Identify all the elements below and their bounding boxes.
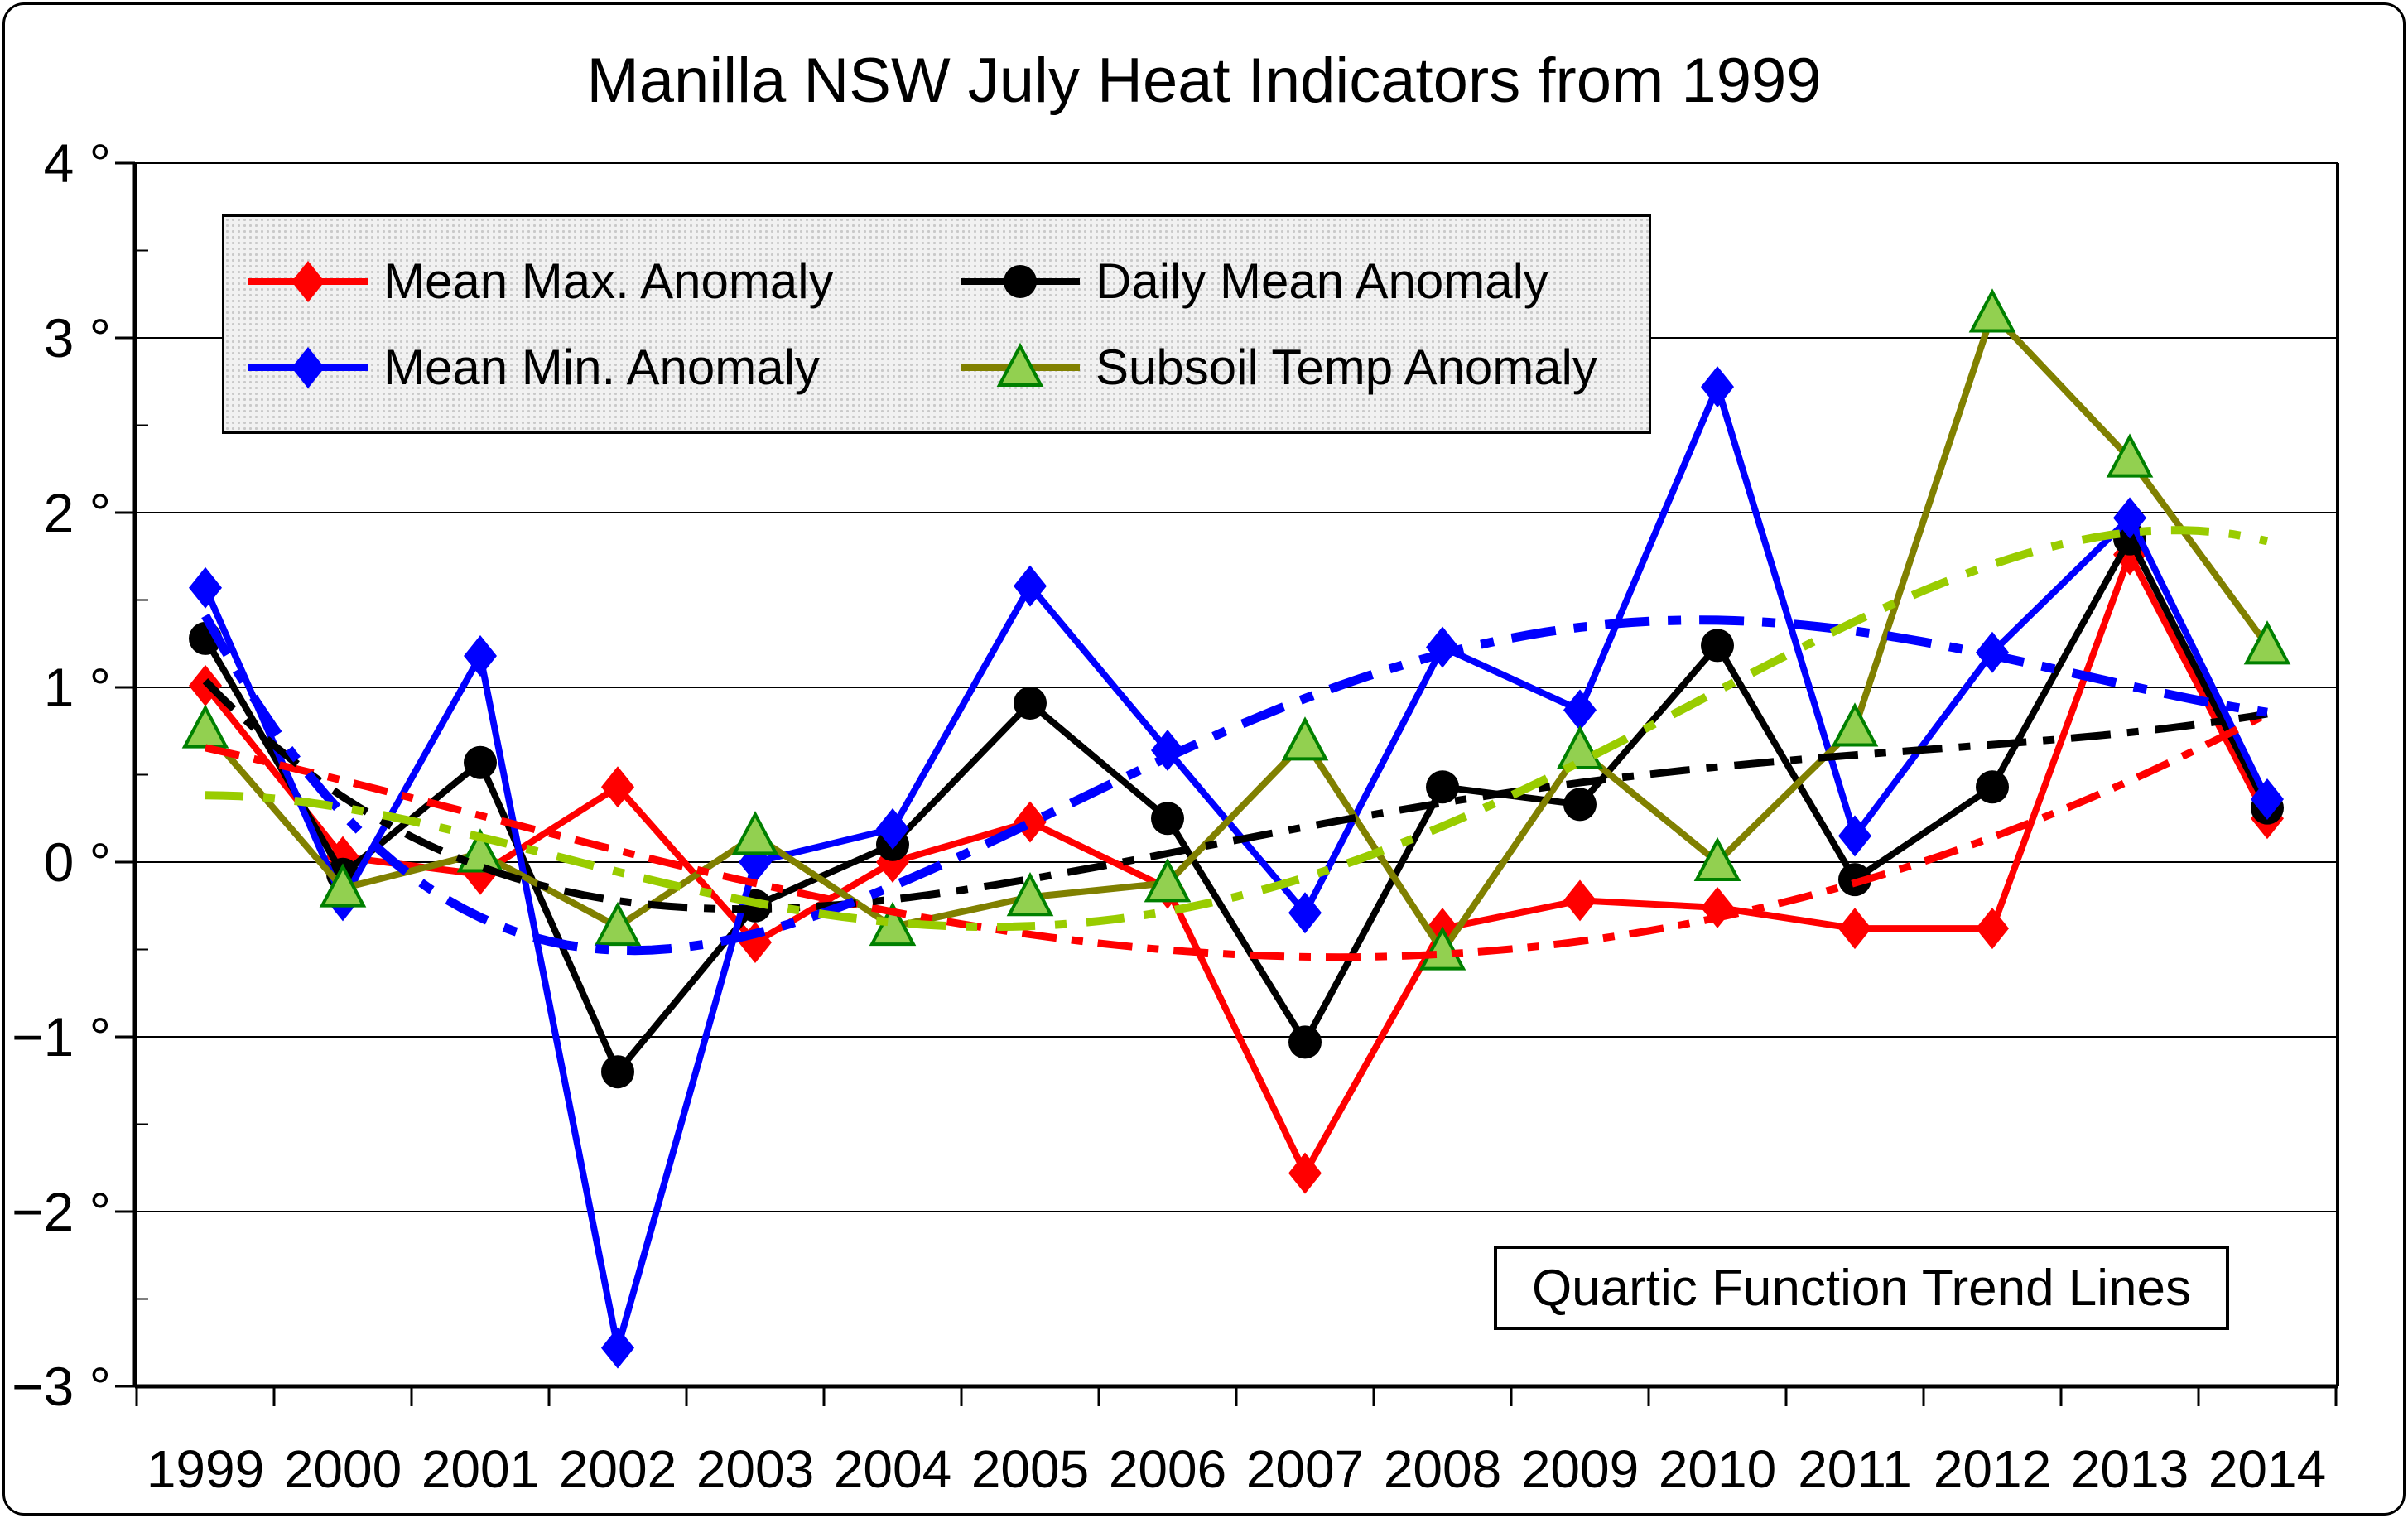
svg-text:−1 °: −1 ° [12, 1006, 111, 1067]
daily-mean-marker-icon [961, 264, 1080, 298]
svg-text:2006: 2006 [1109, 1439, 1226, 1499]
trend-mean-min-anomaly [201, 613, 2268, 956]
svg-text:2014: 2014 [2208, 1439, 2326, 1499]
subsoil-marker-icon [961, 342, 1080, 387]
svg-text:4 °: 4 ° [44, 133, 111, 194]
svg-text:2000: 2000 [284, 1439, 402, 1499]
series-subsoil-temp-anomaly [181, 288, 2291, 971]
svg-text:2005: 2005 [971, 1439, 1089, 1499]
legend-entry-daily-mean: Daily Mean Anomaly [958, 253, 1649, 309]
svg-text:3 °: 3 ° [44, 307, 111, 369]
svg-text:2002: 2002 [559, 1439, 677, 1499]
legend-entry-mean-min: Mean Min. Anomaly [246, 340, 937, 395]
series-mean-min-anomaly [189, 366, 2284, 1369]
svg-text:2013: 2013 [2071, 1439, 2189, 1499]
legend-label-daily-mean: Daily Mean Anomaly [1096, 253, 1548, 309]
svg-text:2 °: 2 ° [44, 482, 111, 543]
svg-text:2003: 2003 [696, 1439, 814, 1499]
trend-lines-annotation: Quartic Function Trend Lines [1494, 1246, 2229, 1330]
svg-text:2001: 2001 [421, 1439, 539, 1499]
svg-text:−2 °: −2 ° [12, 1181, 111, 1242]
mean-max-marker-icon [248, 260, 368, 302]
legend-entry-subsoil: Subsoil Temp Anomaly [958, 340, 1649, 395]
chart-title: Manilla NSW July Heat Indicators from 19… [586, 46, 1822, 116]
y-axis-labels: 4 ° 3 ° 2 ° 1 ° 0 ° −1 ° −2 ° −3 ° [12, 133, 111, 1417]
svg-text:2004: 2004 [834, 1439, 951, 1499]
svg-text:2012: 2012 [1934, 1439, 2051, 1499]
legend-label-subsoil: Subsoil Temp Anomaly [1096, 340, 1597, 395]
svg-text:2007: 2007 [1246, 1439, 1364, 1499]
mean-min-marker-icon [248, 346, 368, 388]
axis-ticks [115, 161, 2338, 1406]
trend-subsoil-temp-anomaly [205, 526, 2269, 932]
plot-area: 4 ° 3 ° 2 ° 1 ° 0 ° −1 ° −2 ° −3 ° 1999 2000 2001 2… [12, 133, 2339, 1499]
legend-label-mean-max: Mean Max. Anomaly [383, 253, 834, 309]
svg-text:−3 °: −3 ° [12, 1356, 111, 1417]
x-axis-labels: 1999 2000 2001 2002 2003 2004 2005 2006 2007 2008… [147, 1439, 2326, 1499]
series-daily-mean-anomaly [189, 522, 2284, 1089]
svg-text:1 °: 1 ° [44, 657, 111, 718]
svg-text:0 °: 0 ° [44, 831, 111, 893]
svg-text:2010: 2010 [1659, 1439, 1776, 1499]
legend-label-mean-min: Mean Min. Anomaly [383, 340, 820, 395]
legend-box: Mean Max. Anomaly Daily Mean Anomaly Mea… [222, 214, 1651, 434]
trend-daily-mean-anomaly [202, 678, 2268, 913]
legend-entry-mean-max: Mean Max. Anomaly [246, 253, 937, 309]
svg-text:1999: 1999 [147, 1439, 264, 1499]
svg-text:2008: 2008 [1384, 1439, 1501, 1499]
svg-text:2009: 2009 [1521, 1439, 1639, 1499]
svg-text:2011: 2011 [1798, 1439, 1912, 1499]
